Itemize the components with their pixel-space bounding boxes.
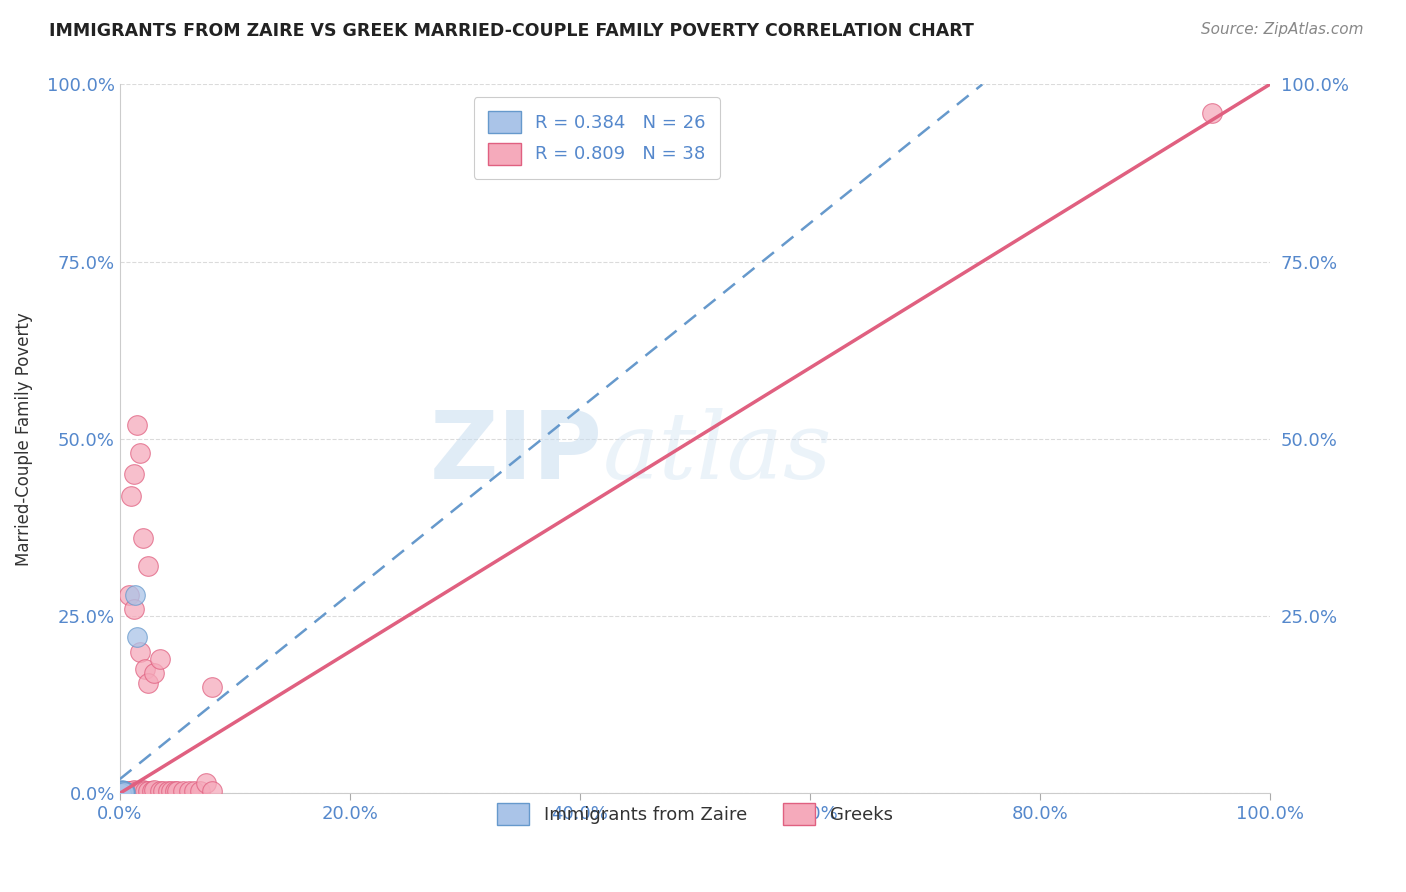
Point [110,786,132,800]
Point [138,676,160,690]
Point [195,775,218,789]
Point [134,784,156,798]
Point [111,785,134,799]
Point [111,782,134,797]
Point [120,783,142,797]
Point [111,784,134,798]
Point [124,588,146,602]
Point [112,783,135,797]
Point [152,784,174,798]
Point [110,786,132,800]
Y-axis label: Married-Couple Family Poverty: Married-Couple Family Poverty [15,312,32,566]
Point [111,783,134,797]
Point [129,783,152,797]
Point [112,784,135,798]
Point [160,784,183,798]
Text: atlas: atlas [603,408,832,498]
Point [112,784,135,798]
Point [143,782,166,797]
Point [110,783,132,797]
Point [111,785,134,799]
Point [149,783,172,797]
Point [112,786,135,800]
Point [112,786,135,800]
Point [157,783,180,797]
Point [129,644,152,658]
Point [125,784,148,798]
Point [132,782,155,797]
Point [112,783,135,797]
Point [118,588,141,602]
Point [134,662,156,676]
Point [163,783,186,797]
Point [110,784,132,798]
Point [183,783,205,797]
Point [112,784,135,798]
Point [138,559,160,574]
Text: ZIP: ZIP [430,407,603,499]
Point [143,665,166,680]
Point [114,783,136,797]
Point [138,783,160,797]
Point [125,417,148,432]
Point [129,446,152,460]
Point [201,783,224,797]
Point [172,783,194,797]
Point [125,631,148,645]
Point [141,784,163,798]
Point [118,784,141,798]
Point [122,602,145,616]
Point [120,489,142,503]
Point [149,651,172,665]
Text: IMMIGRANTS FROM ZAIRE VS GREEK MARRIED-COUPLE FAMILY POVERTY CORRELATION CHART: IMMIGRANTS FROM ZAIRE VS GREEK MARRIED-C… [49,22,974,40]
Point [112,785,135,799]
Text: Source: ZipAtlas.com: Source: ZipAtlas.com [1201,22,1364,37]
Legend: Immigrants from Zaire, Greeks: Immigrants from Zaire, Greeks [488,794,901,834]
Point [201,680,224,694]
Point [112,785,135,799]
Point [112,785,135,799]
Point [122,467,145,482]
Point [122,782,145,797]
Point [177,784,200,798]
Point [110,786,132,800]
Point [111,786,134,800]
Point [1201,105,1223,120]
Point [110,785,132,799]
Point [188,784,211,798]
Point [132,531,155,545]
Point [112,786,135,800]
Point [166,784,188,798]
Point [114,785,136,799]
